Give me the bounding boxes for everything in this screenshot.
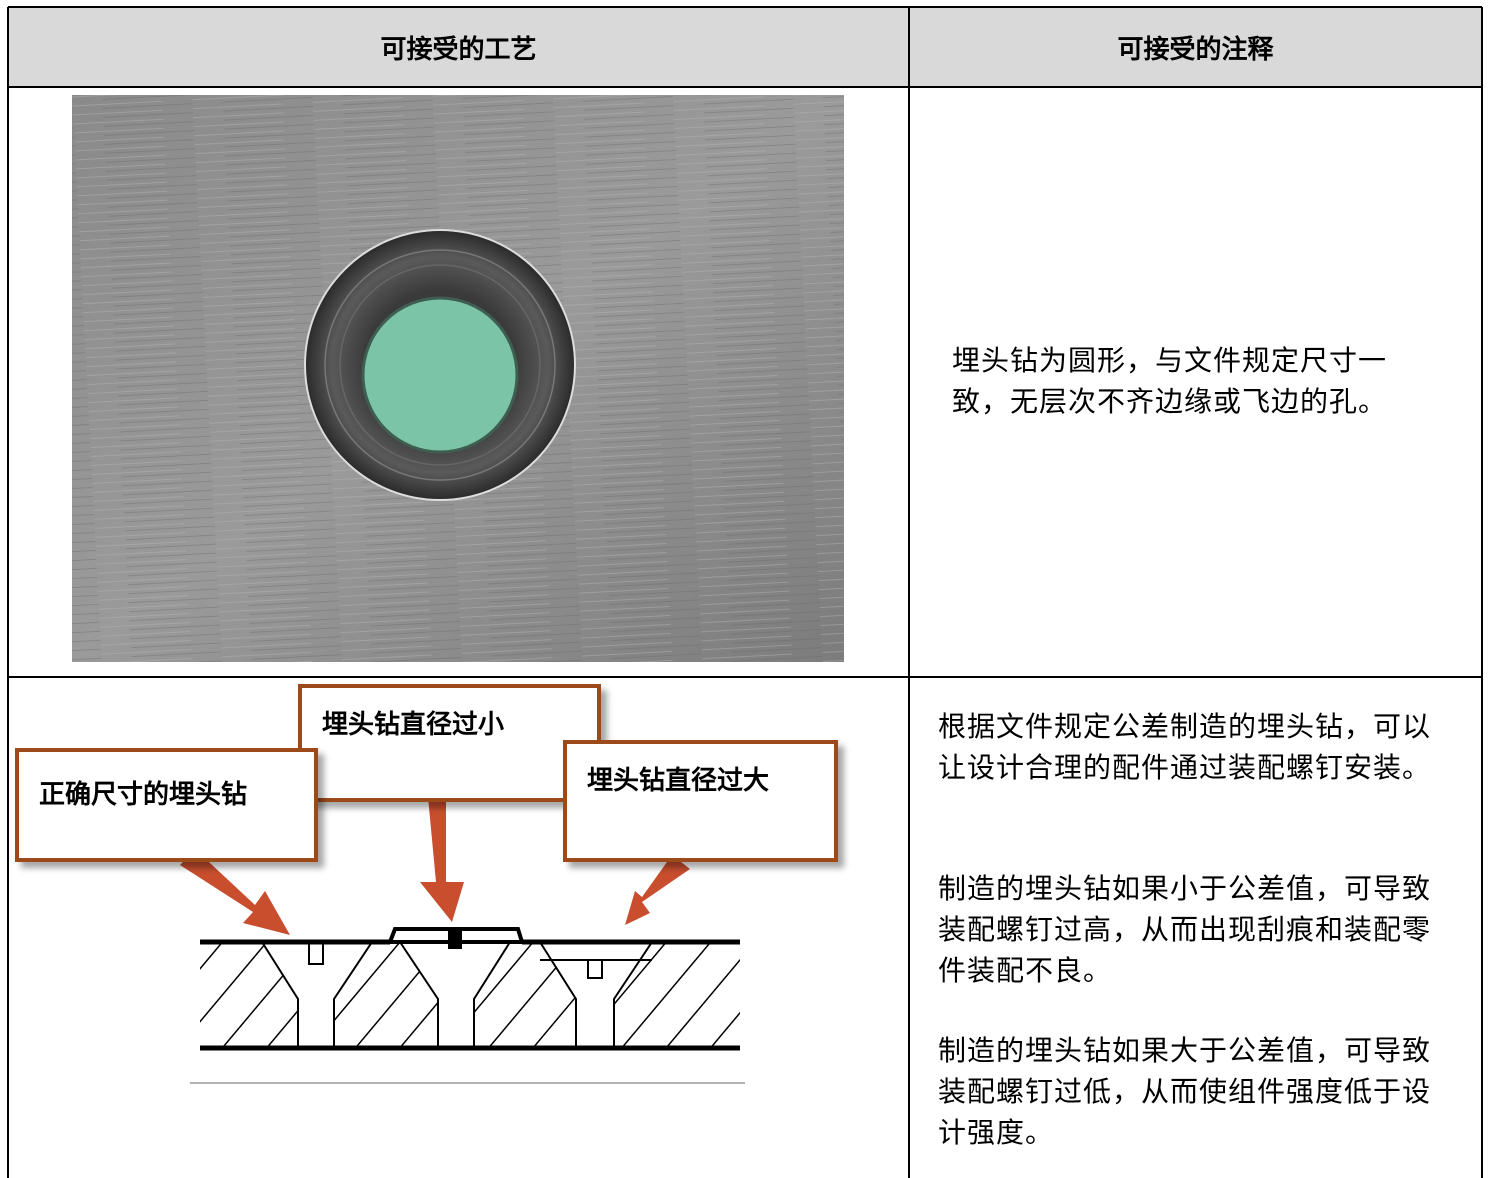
- callout-box: 埋头钻直径过小: [298, 684, 601, 802]
- header-text: 可接受的工艺: [380, 34, 537, 65]
- callout-box: 正确尺寸的埋头钻: [15, 748, 318, 862]
- callout-box: 埋头钻直径过大: [563, 740, 838, 862]
- countersink-photo: [72, 95, 844, 662]
- cross-section-diagram: [180, 797, 745, 1084]
- header-cell: 可接受的注释: [909, 7, 1482, 87]
- callout-text: 埋头钻直径过大: [587, 766, 770, 796]
- note-text: 埋头钻为圆形，与文件规定尺寸一致，无层次不齐边缘或飞边的孔。: [952, 344, 1388, 418]
- note-text: 制造的埋头钻如果小于公差值，可导致装配螺钉过高，从而出现刮痕和装配零件装配不良。: [938, 872, 1432, 987]
- note-text: 制造的埋头钻如果大于公差值，可导致装配螺钉过低，从而使组件强度低于设计强度。: [938, 1034, 1432, 1149]
- header-text: 可接受的注释: [1117, 34, 1274, 65]
- callout-text: 埋头钻直径过小: [322, 710, 505, 740]
- callout-text: 正确尺寸的埋头钻: [39, 780, 248, 810]
- header-cell: 可接受的工艺: [8, 7, 909, 87]
- note-text: 根据文件规定公差制造的埋头钻，可以让设计合理的配件通过装配螺钉安装。: [938, 710, 1432, 784]
